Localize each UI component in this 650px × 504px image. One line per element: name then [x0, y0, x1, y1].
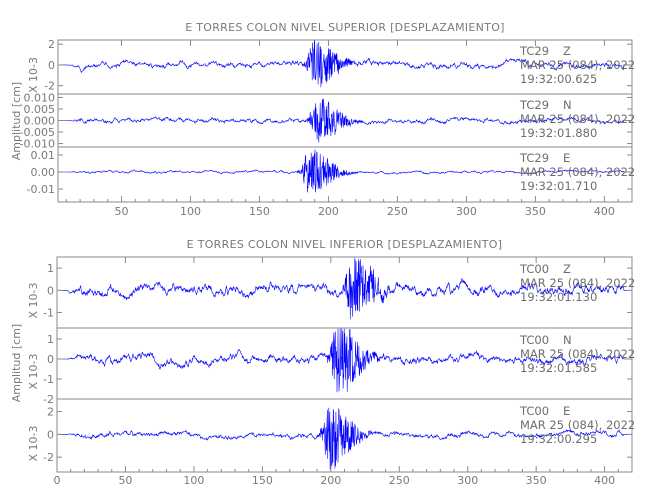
y-tick-label: 0.010	[24, 91, 56, 104]
y-tick-label: 0	[47, 353, 54, 366]
station-code: TC00	[519, 404, 549, 418]
component-code: E	[563, 404, 570, 418]
y-tick-label: 0	[47, 428, 54, 441]
chart-title: E TORRES COLON NIVEL SUPERIOR [DESPLAZAM…	[185, 21, 505, 34]
x-tick-label: 100	[180, 205, 201, 218]
station-label: TC29 N	[519, 98, 572, 112]
record-date: MAR 25 (084), 2022	[520, 58, 635, 72]
y-tick-label: -0.010	[20, 138, 55, 151]
x-tick-label: 250	[389, 474, 410, 487]
station-code: TC29	[519, 151, 549, 165]
y-tick-label: -2	[43, 451, 54, 464]
x-tick-label: 150	[249, 205, 270, 218]
y-tick-label: -2	[43, 393, 54, 406]
station-code: TC29	[519, 98, 549, 112]
station-label: TC00 E	[519, 404, 570, 418]
y-axis-label: Amplitud [cm]	[10, 324, 23, 402]
station-label: TC00 Z	[519, 262, 571, 276]
x-tick-label: 150	[252, 474, 273, 487]
x-tick-label: 200	[318, 205, 339, 218]
record-time: 19:32:00.625	[520, 72, 597, 86]
y-tick-label: 2	[47, 406, 54, 419]
x-tick-label: 100	[183, 474, 204, 487]
component-code: N	[563, 98, 572, 112]
x-tick-label: 50	[114, 205, 128, 218]
scale-factor-label: X 10-3	[27, 57, 40, 93]
record-time: 19:32:00.295	[520, 432, 597, 446]
chart-upper-level: E TORRES COLON NIVEL SUPERIOR [DESPLAZAM…	[10, 21, 635, 218]
y-tick-label: 0	[48, 59, 55, 72]
record-time: 19:32:01.710	[520, 179, 597, 193]
component-code: Z	[563, 44, 571, 58]
record-date: MAR 25 (084), 2022	[520, 165, 635, 179]
scale-factor-label: X 10-3	[27, 426, 40, 462]
y-tick-label: -0.005	[20, 126, 55, 139]
panel-frame	[57, 146, 633, 203]
seismic-trace	[58, 328, 632, 393]
y-tick-label: 0.005	[24, 103, 56, 116]
x-tick-label: 300	[456, 205, 477, 218]
station-code: TC00	[519, 262, 549, 276]
x-tick-label: 0	[54, 474, 61, 487]
record-time: 19:32:01.130	[520, 290, 597, 304]
x-tick-label: 300	[457, 474, 478, 487]
record-time: 19:32:01.585	[520, 361, 597, 375]
y-tick-label: -2	[44, 80, 55, 93]
x-tick-label: 400	[594, 474, 615, 487]
y-tick-label: -1	[43, 373, 54, 386]
x-tick-label: 400	[594, 205, 615, 218]
x-tick-label: 50	[118, 474, 132, 487]
y-tick-label: -0.01	[27, 183, 55, 196]
record-time: 19:32:01.880	[520, 126, 597, 140]
y-tick-label: 0	[47, 284, 54, 297]
y-tick-label: -1	[43, 306, 54, 319]
x-tick-label: 200	[320, 474, 341, 487]
record-date: MAR 25 (084), 2022	[520, 347, 635, 361]
x-tick-label: 350	[525, 205, 546, 218]
scale-factor-label: X 10-3	[27, 354, 40, 390]
y-tick-label: 0.01	[31, 149, 56, 162]
y-tick-label: 0.000	[24, 115, 56, 128]
station-code: TC00	[519, 333, 549, 347]
y-tick-label: 1	[47, 262, 54, 275]
seismic-trace	[58, 407, 632, 470]
component-code: Z	[563, 262, 571, 276]
record-date: MAR 25 (084), 2022	[520, 112, 635, 126]
component-code: E	[563, 151, 570, 165]
record-date: MAR 25 (084), 2022	[520, 276, 635, 290]
seismic-trace	[59, 149, 632, 193]
scale-factor-label: X 10-3	[27, 283, 40, 319]
chart-lower-level: E TORRES COLON NIVEL INFERIOR [DESPLAZAM…	[10, 238, 635, 487]
record-date: MAR 25 (084), 2022	[520, 418, 635, 432]
y-tick-label: 0.00	[31, 166, 56, 179]
station-label: TC00 N	[519, 333, 572, 347]
station-code: TC29	[519, 44, 549, 58]
x-tick-label: 250	[387, 205, 408, 218]
y-tick-label: 1	[47, 333, 54, 346]
station-label: TC29 Z	[519, 44, 571, 58]
chart-title: E TORRES COLON NIVEL INFERIOR [DESPLAZAM…	[187, 238, 503, 251]
seismic-trace	[58, 257, 632, 320]
y-tick-label: 2	[48, 38, 55, 51]
x-tick-label: 350	[526, 474, 547, 487]
station-label: TC29 E	[519, 151, 570, 165]
seismic-trace	[59, 98, 632, 143]
seismic-trace	[59, 40, 632, 88]
y-axis-label: Amplitud [cm]	[10, 82, 23, 160]
component-code: N	[563, 333, 572, 347]
